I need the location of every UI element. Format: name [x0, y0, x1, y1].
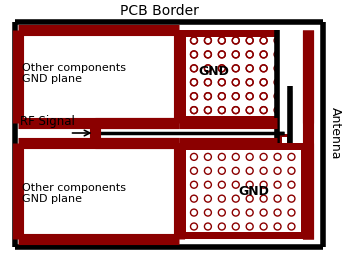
Text: GND: GND	[238, 185, 269, 198]
Bar	[186, 150, 301, 232]
Text: RF Signal: RF Signal	[20, 115, 75, 128]
Bar	[179, 143, 308, 239]
Text: Other components
GND plane: Other components GND plane	[22, 63, 126, 84]
Bar	[281, 137, 288, 143]
Text: GND: GND	[198, 65, 229, 78]
Bar	[278, 134, 291, 146]
Bar	[179, 30, 308, 123]
Text: Other components
GND plane: Other components GND plane	[22, 183, 126, 205]
Bar	[277, 30, 308, 143]
Text: PCB Border: PCB Border	[120, 4, 199, 18]
Text: Antenna: Antenna	[329, 107, 342, 159]
Bar	[186, 36, 301, 116]
